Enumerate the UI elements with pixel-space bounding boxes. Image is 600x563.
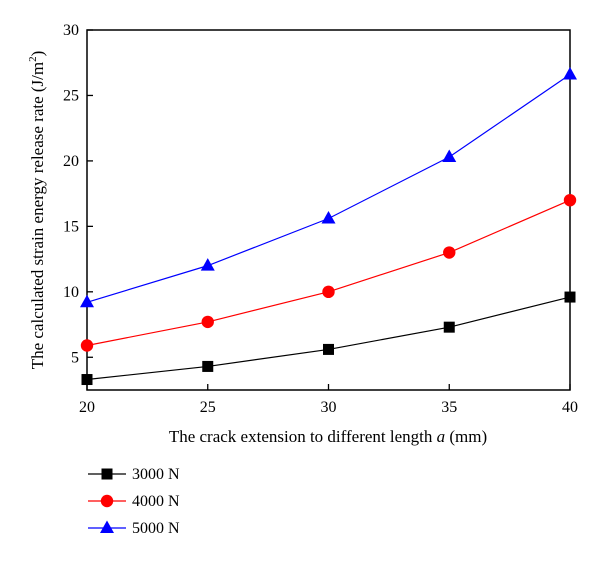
data-point [323,343,334,355]
data-point [201,315,214,329]
y-axis-title-superscript: 2 [27,56,39,62]
series-line [86,74,571,303]
x-tick-label: 25 [200,399,216,416]
x-axis-title-variable: a [437,427,446,446]
data-point [321,211,336,224]
x-tick-label: 30 [321,399,337,416]
legend-label: 3000 N [132,466,180,483]
data-point [563,193,577,207]
data-point [202,360,214,372]
data-point [563,67,577,80]
legend-label: 4000 N [132,493,180,510]
x-axis-title-unit: (mm) [445,427,487,446]
y-tick-label: 30 [63,22,79,39]
y-tick-label: 15 [63,218,79,235]
series-line [86,296,571,381]
data-point [81,374,93,386]
y-axis-title: The calculated strain energy release rat… [27,51,47,370]
legend-marker [101,468,113,480]
data-point [442,149,457,162]
x-tick-label: 40 [562,399,578,416]
y-axis-title-close: ) [28,51,47,57]
x-axis-title-text: The crack extension to different length [169,427,437,446]
y-tick-label: 10 [63,284,79,301]
y-tick-label: 25 [63,87,79,104]
series-2 [80,193,577,352]
x-axis: 20 25 30 35 40 [79,384,578,416]
legend-marker [100,494,114,508]
data-point [443,246,456,259]
legend-item: 5000 N [88,520,180,537]
legend-item: 3000 N [88,466,180,483]
series-group [80,67,577,386]
x-tick-label: 20 [79,399,95,416]
data-point [443,321,455,333]
series-3 [80,67,577,308]
plot-frame [86,29,571,391]
data-point [80,294,94,308]
data-point [322,285,335,299]
x-axis-title: The crack extension to different length … [169,427,487,446]
y-tick-label: 5 [71,349,79,366]
data-point [80,339,94,352]
legend-label: 5000 N [132,520,180,537]
y-axis-title-text: The calculated strain energy release rat… [28,62,47,369]
y-tick-label: 20 [63,153,79,170]
legend-marker [100,520,114,533]
x-tick-label: 35 [441,399,457,416]
legend: 3000 N 4000 N 5000 N [88,466,180,537]
series-1 [81,291,576,386]
y-axis: 5 10 15 20 25 30 [63,22,93,366]
legend-item: 4000 N [88,493,180,510]
data-point [200,258,215,271]
data-point [564,291,576,303]
